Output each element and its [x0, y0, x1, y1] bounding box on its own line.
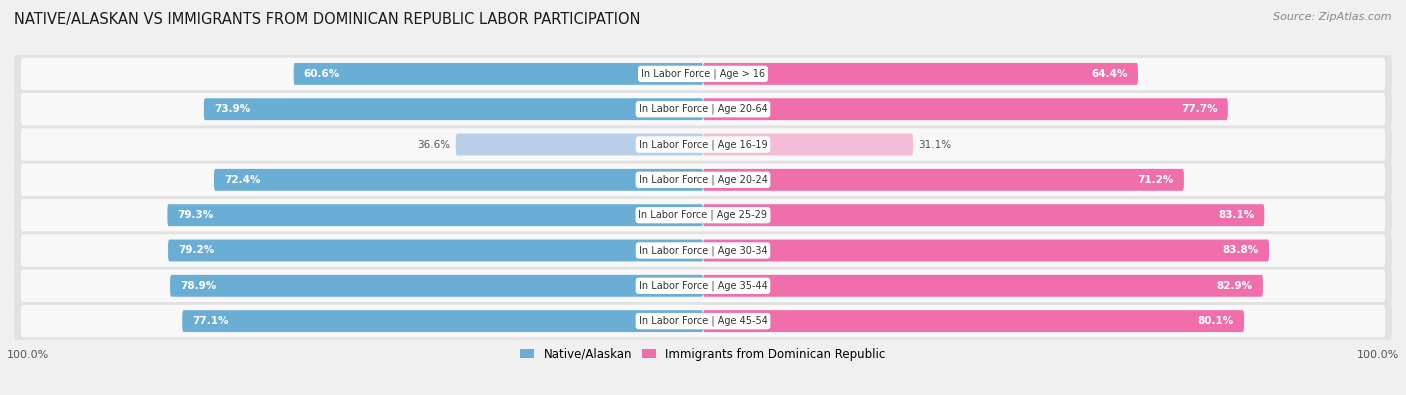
FancyBboxPatch shape: [703, 239, 1270, 261]
FancyBboxPatch shape: [21, 234, 1385, 267]
FancyBboxPatch shape: [14, 232, 1392, 269]
Text: 79.2%: 79.2%: [179, 245, 215, 256]
Text: In Labor Force | Age 20-64: In Labor Force | Age 20-64: [638, 104, 768, 115]
Text: 78.9%: 78.9%: [180, 281, 217, 291]
Text: 36.6%: 36.6%: [418, 139, 450, 150]
FancyBboxPatch shape: [169, 239, 703, 261]
FancyBboxPatch shape: [21, 164, 1385, 196]
FancyBboxPatch shape: [14, 267, 1392, 305]
Legend: Native/Alaskan, Immigrants from Dominican Republic: Native/Alaskan, Immigrants from Dominica…: [516, 343, 890, 366]
Text: In Labor Force | Age 45-54: In Labor Force | Age 45-54: [638, 316, 768, 326]
FancyBboxPatch shape: [14, 55, 1392, 92]
Text: In Labor Force | Age > 16: In Labor Force | Age > 16: [641, 69, 765, 79]
FancyBboxPatch shape: [703, 63, 1137, 85]
FancyBboxPatch shape: [14, 303, 1392, 340]
Text: 83.1%: 83.1%: [1218, 210, 1254, 220]
FancyBboxPatch shape: [21, 305, 1385, 337]
FancyBboxPatch shape: [14, 161, 1392, 199]
Text: In Labor Force | Age 25-29: In Labor Force | Age 25-29: [638, 210, 768, 220]
Text: 79.3%: 79.3%: [177, 210, 214, 220]
Text: Source: ZipAtlas.com: Source: ZipAtlas.com: [1274, 12, 1392, 22]
FancyBboxPatch shape: [703, 134, 912, 156]
Text: 31.1%: 31.1%: [918, 139, 952, 150]
Text: 80.1%: 80.1%: [1198, 316, 1234, 326]
FancyBboxPatch shape: [170, 275, 703, 297]
FancyBboxPatch shape: [21, 269, 1385, 302]
Text: 77.1%: 77.1%: [193, 316, 229, 326]
FancyBboxPatch shape: [204, 98, 703, 120]
FancyBboxPatch shape: [703, 310, 1244, 332]
Text: In Labor Force | Age 35-44: In Labor Force | Age 35-44: [638, 280, 768, 291]
Text: 71.2%: 71.2%: [1137, 175, 1174, 185]
FancyBboxPatch shape: [167, 204, 703, 226]
Text: 82.9%: 82.9%: [1216, 281, 1253, 291]
FancyBboxPatch shape: [703, 204, 1264, 226]
FancyBboxPatch shape: [214, 169, 703, 191]
Text: NATIVE/ALASKAN VS IMMIGRANTS FROM DOMINICAN REPUBLIC LABOR PARTICIPATION: NATIVE/ALASKAN VS IMMIGRANTS FROM DOMINI…: [14, 12, 641, 27]
Text: 73.9%: 73.9%: [214, 104, 250, 114]
FancyBboxPatch shape: [14, 196, 1392, 234]
Text: 72.4%: 72.4%: [224, 175, 260, 185]
FancyBboxPatch shape: [21, 58, 1385, 90]
FancyBboxPatch shape: [14, 126, 1392, 163]
FancyBboxPatch shape: [183, 310, 703, 332]
FancyBboxPatch shape: [703, 169, 1184, 191]
Text: 77.7%: 77.7%: [1181, 104, 1218, 114]
FancyBboxPatch shape: [456, 134, 703, 156]
Text: In Labor Force | Age 20-24: In Labor Force | Age 20-24: [638, 175, 768, 185]
FancyBboxPatch shape: [703, 98, 1227, 120]
Text: In Labor Force | Age 16-19: In Labor Force | Age 16-19: [638, 139, 768, 150]
FancyBboxPatch shape: [21, 93, 1385, 126]
FancyBboxPatch shape: [294, 63, 703, 85]
FancyBboxPatch shape: [21, 128, 1385, 161]
Text: 60.6%: 60.6%: [304, 69, 340, 79]
Text: In Labor Force | Age 30-34: In Labor Force | Age 30-34: [638, 245, 768, 256]
Text: 64.4%: 64.4%: [1091, 69, 1128, 79]
FancyBboxPatch shape: [14, 90, 1392, 128]
Text: 83.8%: 83.8%: [1223, 245, 1258, 256]
FancyBboxPatch shape: [21, 199, 1385, 231]
FancyBboxPatch shape: [703, 275, 1263, 297]
